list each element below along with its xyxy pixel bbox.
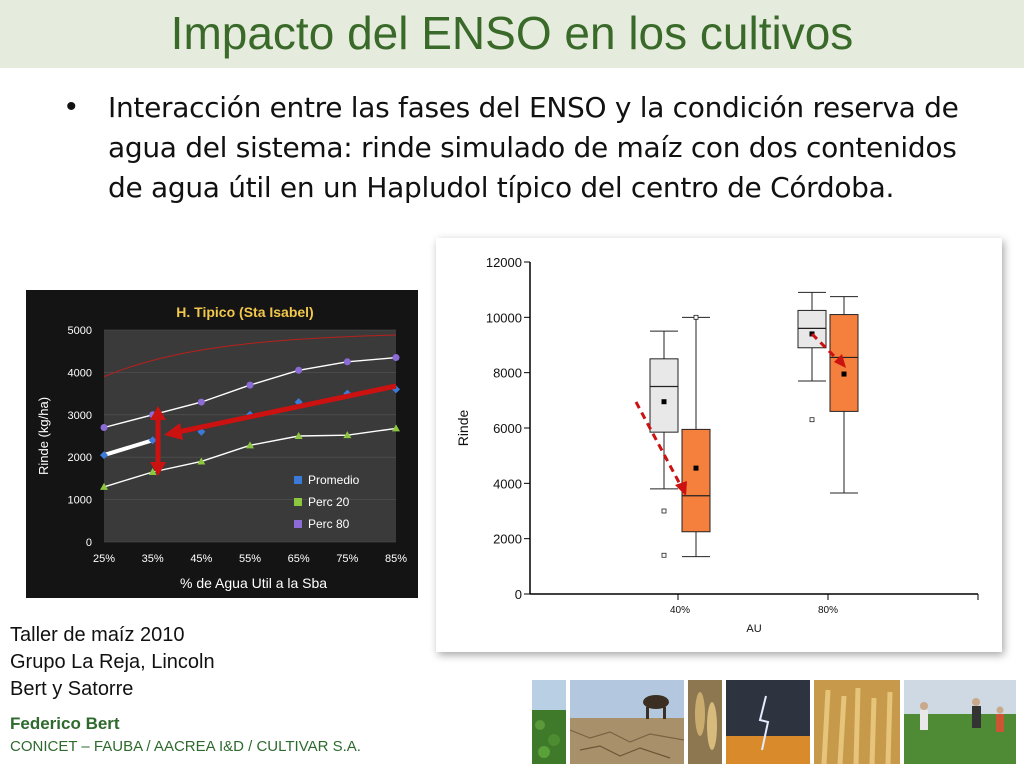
annotation-arrows [150,383,397,476]
wheat-field-photo [814,680,900,764]
data-point [294,398,303,407]
legend-swatch [294,498,302,506]
author-name: Federico Bert [10,714,120,733]
trend-arrow-80 [810,332,842,364]
legend-swatch [294,520,302,528]
credit-line-2: Grupo La Reja, Lincoln [10,651,215,673]
credits: Taller de maíz 2010 Grupo La Reja, Linco… [10,622,215,703]
data-point [148,468,157,476]
data-point [100,451,108,460]
x-tick-label: 65% [288,553,310,565]
credit-line-3: Bert y Satorre [10,678,134,700]
box [797,309,827,349]
y-tick-label: 6000 [493,421,522,436]
data-point [100,482,108,490]
x-tick-label: 25% [93,553,115,565]
data-point [197,398,205,406]
y-axis-label: Rinde [455,410,471,447]
y-tick-label: 0 [515,587,522,602]
x-tick-label: 75% [336,553,358,565]
y-tick-label: 3000 [68,410,92,422]
scatter-chart: H. Tipico (Sta Isabel) % de Agua Util a … [26,290,418,598]
legend-label: Perc 20 [308,495,350,509]
trend-arrow-40 [634,401,684,489]
trend-arrow-head-40 [675,481,687,496]
bullet-marker: • [66,90,77,123]
trend-arrow-head-80 [834,354,846,368]
photo-strip [528,680,1018,764]
y-tick-label: 12000 [486,255,522,270]
data-point [392,354,400,362]
y-tick-label: 0 [86,537,92,549]
mean-marker [693,465,699,471]
promedio-start-line [103,438,154,457]
slide-title: Impacto del ENSO en los cultivos [170,7,854,59]
outlier-marker [661,508,667,514]
cow-dry-land-photo [570,680,684,764]
x-tick-label: 80% [818,605,838,616]
data-point [197,457,206,465]
box-plot-chart: Rinde AU 0 2000 4000 6000 8000 10000 12000 40% 8… [455,255,979,635]
credit-line-1: Taller de maíz 2010 [10,624,185,646]
arrow-head-down [150,462,166,476]
soybean-field-photo [532,680,566,764]
legend-label: Promedio [308,473,360,487]
box [649,358,679,433]
x-tick-label: 85% [385,553,407,565]
outlier-marker [693,314,699,320]
data-point [246,441,254,449]
wheat-ears-photo [688,680,722,764]
mean-marker [661,399,667,405]
data-point [343,389,352,398]
data-point [295,366,303,374]
data-point [294,432,303,439]
x-axis-label: AU [746,623,761,635]
x-tick-label: 35% [142,553,164,565]
data-point [392,385,400,394]
arrow-head-up [150,406,166,420]
data-point [100,424,108,432]
data-point [246,381,254,389]
y-tick-label: 4000 [68,367,92,379]
y-tick-label: 2000 [68,452,92,464]
arrow-head-left [164,423,183,440]
data-point [343,358,351,366]
bullet-text: Interacción entre las fases del ENSO y l… [108,91,959,204]
outlier-marker [661,552,667,558]
trend-arrows [634,332,846,496]
affiliation: CONICET – FAUBA / AACREA I&D / CULTIVAR … [10,738,361,755]
horizontal-arrow-line [177,383,397,435]
y-axis-label: Rinde (kg/ha) [36,397,51,475]
x-tick-label: 40% [670,605,690,616]
x-axis-label: % de Agua Util a la Sba [180,575,327,591]
y-tick-label: 2000 [493,532,522,547]
data-point [343,431,352,439]
y-tick-label: 4000 [493,476,522,491]
y-tick-label: 8000 [493,366,522,381]
box [681,428,711,533]
y-tick-label: 10000 [486,310,522,325]
x-tick-label: 55% [239,553,261,565]
lightning-storm-photo [726,680,810,764]
chart-title: H. Tipico (Sta Isabel) [176,304,313,320]
y-tick-label: 1000 [68,495,92,507]
mean-marker [841,371,847,377]
box-plot-panel: Rinde AU 0 2000 4000 6000 8000 10000 12000 40% 8… [436,238,1002,652]
outlier-marker [809,417,815,423]
legend-label: Perc 80 [308,517,350,531]
title-bar [0,0,1024,68]
upper-bound-curve [103,334,397,378]
farmers-field-photo [904,680,1016,764]
y-tick-label: 5000 [68,325,92,337]
legend-swatch [294,476,302,484]
x-tick-label: 45% [190,553,212,565]
data-point [148,436,157,445]
mean-marker [809,331,815,337]
data-point [392,424,400,432]
